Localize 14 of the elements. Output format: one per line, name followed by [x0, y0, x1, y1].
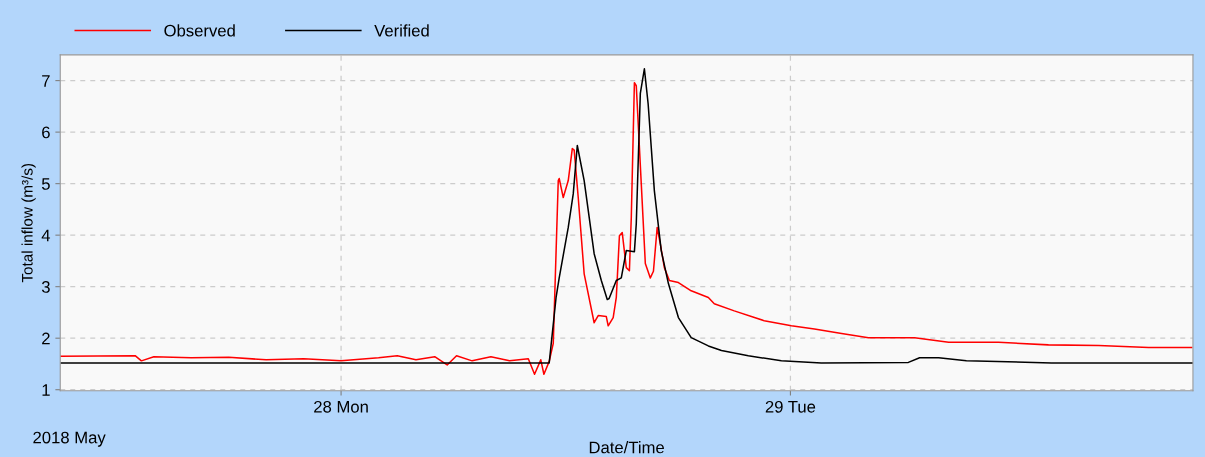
legend-label: Verified: [374, 24, 429, 37]
y-axis-title: Total inflow (m³/s): [21, 163, 36, 283]
y-tick-label: 6: [42, 126, 50, 139]
y-tick-label: 5: [41, 178, 50, 190]
y-tick-label: 2: [42, 332, 50, 345]
y-tick-label: 3: [41, 281, 50, 293]
x-tick-label: 29 Tue: [765, 400, 816, 413]
y-tick-label: 1: [42, 384, 50, 396]
text: 2018 May: [33, 431, 106, 447]
legend-label: Observed: [164, 24, 235, 37]
x-tick-label: 28 Mon: [314, 400, 368, 413]
x-axis-title: Date/Time: [589, 441, 664, 454]
y-tick-label: 7: [42, 75, 50, 87]
y-tick-label: 4: [41, 229, 51, 242]
